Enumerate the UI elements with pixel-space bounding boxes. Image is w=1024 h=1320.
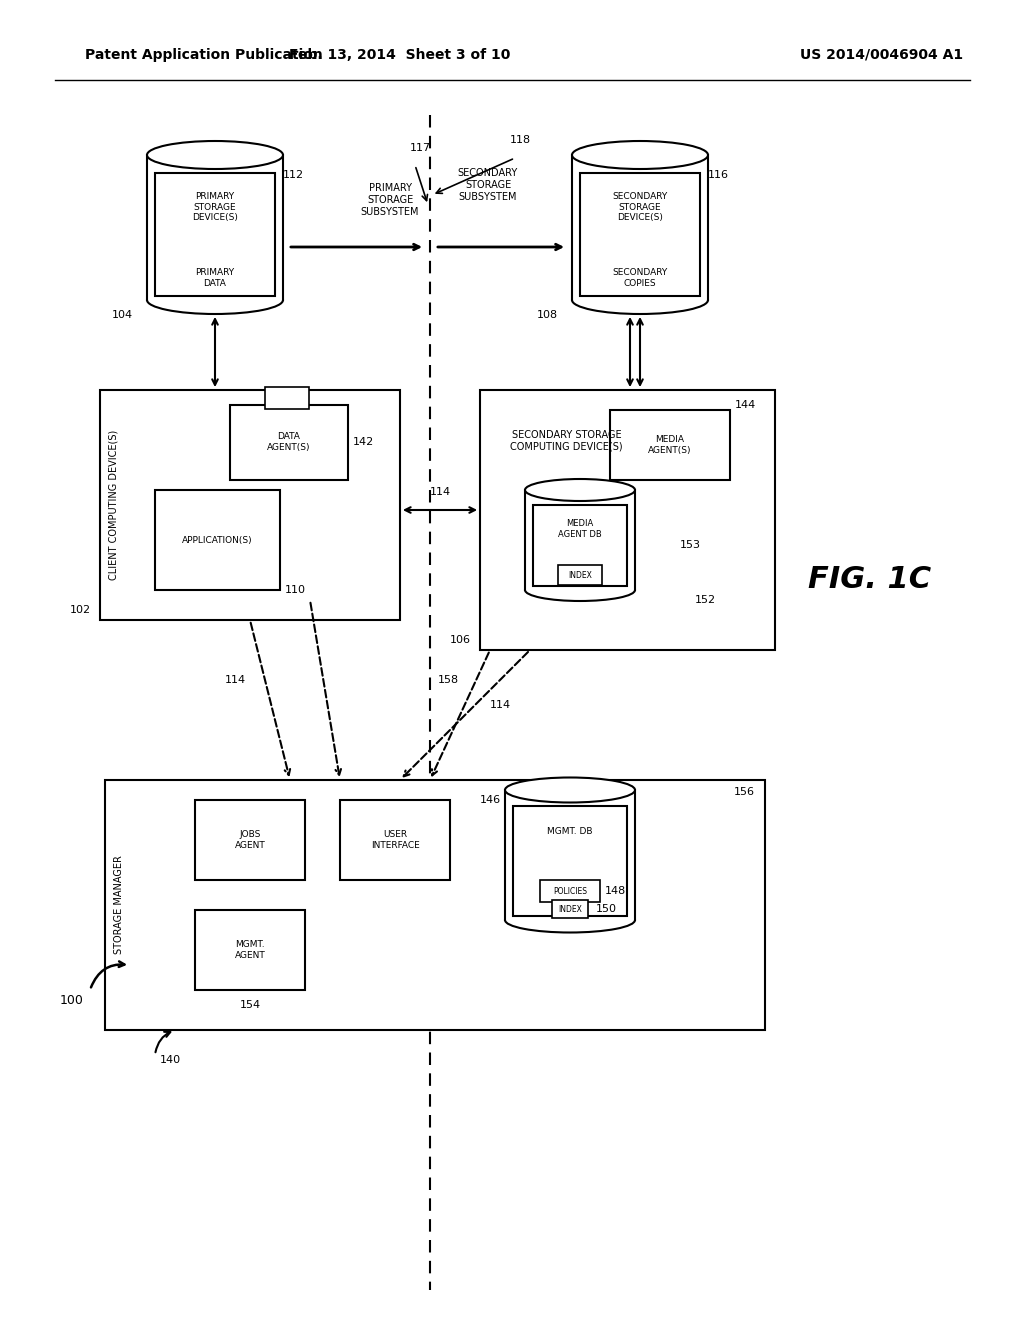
- Text: POLICIES: POLICIES: [553, 887, 587, 895]
- Ellipse shape: [505, 777, 635, 803]
- Ellipse shape: [572, 286, 708, 314]
- Bar: [480, 389, 775, 649]
- Text: 154: 154: [240, 1001, 260, 1010]
- Bar: [340, 800, 450, 880]
- Text: Patent Application Publication: Patent Application Publication: [85, 48, 323, 62]
- Bar: [540, 880, 600, 902]
- Bar: [513, 807, 627, 916]
- Ellipse shape: [525, 479, 635, 502]
- Text: INDEX: INDEX: [568, 570, 592, 579]
- Text: MGMT.
AGENT: MGMT. AGENT: [234, 940, 265, 960]
- Text: INDEX: INDEX: [558, 904, 582, 913]
- Text: 117: 117: [410, 143, 430, 153]
- Text: 150: 150: [596, 904, 617, 913]
- Text: FIG. 1C: FIG. 1C: [808, 565, 932, 594]
- Text: 104: 104: [112, 310, 132, 319]
- Text: 158: 158: [437, 675, 459, 685]
- Text: Feb. 13, 2014  Sheet 3 of 10: Feb. 13, 2014 Sheet 3 of 10: [290, 48, 511, 62]
- Bar: [105, 780, 765, 1030]
- Text: 114: 114: [224, 675, 246, 685]
- Bar: [580, 173, 700, 296]
- Text: 114: 114: [489, 700, 511, 710]
- Bar: [505, 789, 635, 920]
- Ellipse shape: [525, 579, 635, 601]
- Text: SECONDARY STORAGE
COMPUTING DEVICE(S): SECONDARY STORAGE COMPUTING DEVICE(S): [510, 430, 623, 451]
- Bar: [100, 389, 400, 620]
- Text: 112: 112: [283, 170, 303, 180]
- Text: 100: 100: [60, 994, 84, 1006]
- Text: PRIMARY
STORAGE
SUBSYSTEM: PRIMARY STORAGE SUBSYSTEM: [360, 183, 419, 216]
- Text: STORAGE MANAGER: STORAGE MANAGER: [114, 855, 124, 954]
- Bar: [534, 506, 627, 586]
- Text: 114: 114: [429, 487, 451, 498]
- Ellipse shape: [147, 141, 283, 169]
- Text: 156: 156: [734, 787, 755, 797]
- Bar: [155, 490, 280, 590]
- Bar: [552, 900, 588, 917]
- Text: JOBS
AGENT: JOBS AGENT: [234, 830, 265, 850]
- Ellipse shape: [572, 141, 708, 169]
- Text: SECONDARY
STORAGE
DEVICE(S): SECONDARY STORAGE DEVICE(S): [612, 193, 668, 222]
- Bar: [230, 405, 348, 480]
- Bar: [195, 909, 305, 990]
- Bar: [155, 173, 275, 296]
- Text: 108: 108: [537, 310, 557, 319]
- Text: 102: 102: [70, 605, 90, 615]
- Bar: [525, 490, 635, 590]
- Ellipse shape: [147, 286, 283, 314]
- Text: 142: 142: [353, 437, 374, 447]
- Bar: [265, 387, 309, 409]
- Text: SECONDARY
STORAGE
SUBSYSTEM: SECONDARY STORAGE SUBSYSTEM: [458, 169, 518, 202]
- Text: 116: 116: [708, 170, 728, 180]
- Text: PRIMARY
DATA: PRIMARY DATA: [196, 268, 234, 288]
- Bar: [572, 154, 708, 300]
- Bar: [147, 154, 283, 300]
- Text: US 2014/0046904 A1: US 2014/0046904 A1: [800, 48, 964, 62]
- Text: 146: 146: [479, 795, 501, 805]
- Text: USER
INTERFACE: USER INTERFACE: [371, 830, 420, 850]
- Text: 118: 118: [509, 135, 530, 145]
- Text: PRIMARY
STORAGE
DEVICE(S): PRIMARY STORAGE DEVICE(S): [193, 193, 238, 222]
- Text: 152: 152: [694, 595, 716, 605]
- Bar: [558, 565, 602, 585]
- Text: 153: 153: [680, 540, 700, 550]
- Bar: [195, 800, 305, 880]
- Text: 144: 144: [735, 400, 757, 411]
- Bar: [610, 411, 730, 480]
- Text: 140: 140: [160, 1055, 180, 1065]
- Text: 148: 148: [605, 886, 627, 896]
- Text: 110: 110: [285, 585, 306, 595]
- Text: MGMT. DB: MGMT. DB: [547, 828, 593, 837]
- Ellipse shape: [505, 908, 635, 932]
- Text: CLIENT COMPUTING DEVICE(S): CLIENT COMPUTING DEVICE(S): [109, 430, 119, 579]
- Text: MEDIA
AGENT(S): MEDIA AGENT(S): [648, 436, 692, 454]
- Text: SECONDARY
COPIES: SECONDARY COPIES: [612, 268, 668, 288]
- Text: DATA
AGENT(S): DATA AGENT(S): [267, 433, 310, 451]
- Text: 106: 106: [450, 635, 470, 645]
- Text: APPLICATION(S): APPLICATION(S): [181, 536, 252, 544]
- Text: MEDIA
AGENT DB: MEDIA AGENT DB: [558, 519, 602, 539]
